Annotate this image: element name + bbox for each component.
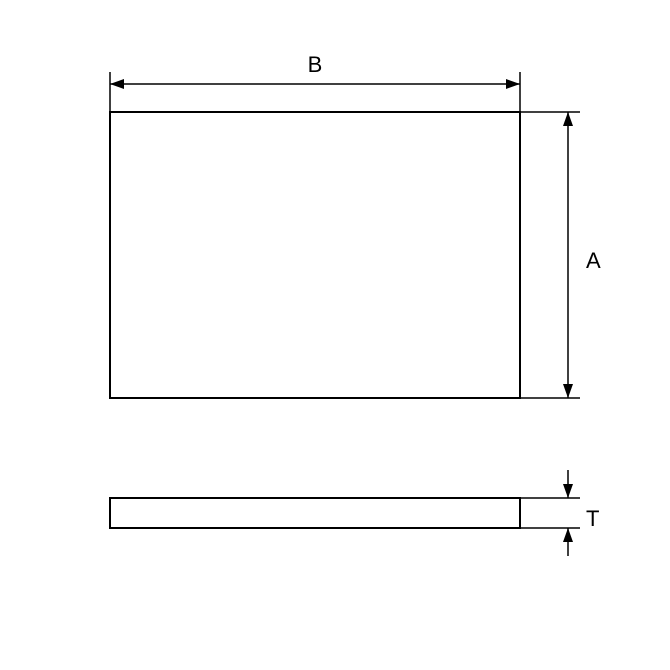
dimension-b-arrow-left — [110, 79, 124, 89]
dimension-diagram: B A T — [0, 0, 670, 670]
dimension-a-label: A — [586, 248, 601, 273]
side-view-rect — [110, 498, 520, 528]
dimension-a: A — [520, 112, 601, 398]
dimension-a-arrow-top — [563, 112, 573, 126]
dimension-t: T — [520, 470, 599, 556]
dimension-t-label: T — [586, 506, 599, 531]
top-view-rect — [110, 112, 520, 398]
dimension-b-arrow-right — [506, 79, 520, 89]
dimension-a-arrow-bottom — [563, 384, 573, 398]
dimension-b: B — [110, 52, 520, 112]
dimension-t-arrow-top — [563, 484, 573, 498]
dimension-t-arrow-bottom — [563, 528, 573, 542]
dimension-b-label: B — [308, 52, 323, 77]
